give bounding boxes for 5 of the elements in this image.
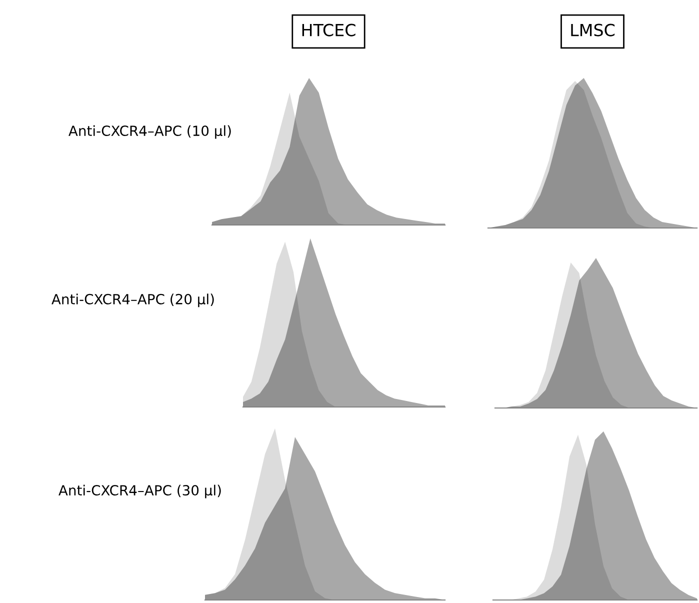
y-axis-title: Anti-CXCR4–APC (20 µl) xyxy=(52,294,214,308)
y-axis-title: Anti-CXCR4–APC (10 µl) xyxy=(68,125,231,139)
y-axis-title: Anti-CXCR4–APC (30 µl) xyxy=(58,484,221,498)
chart-title: HTCEC xyxy=(302,24,356,36)
chart-title: LMSC xyxy=(571,24,615,36)
